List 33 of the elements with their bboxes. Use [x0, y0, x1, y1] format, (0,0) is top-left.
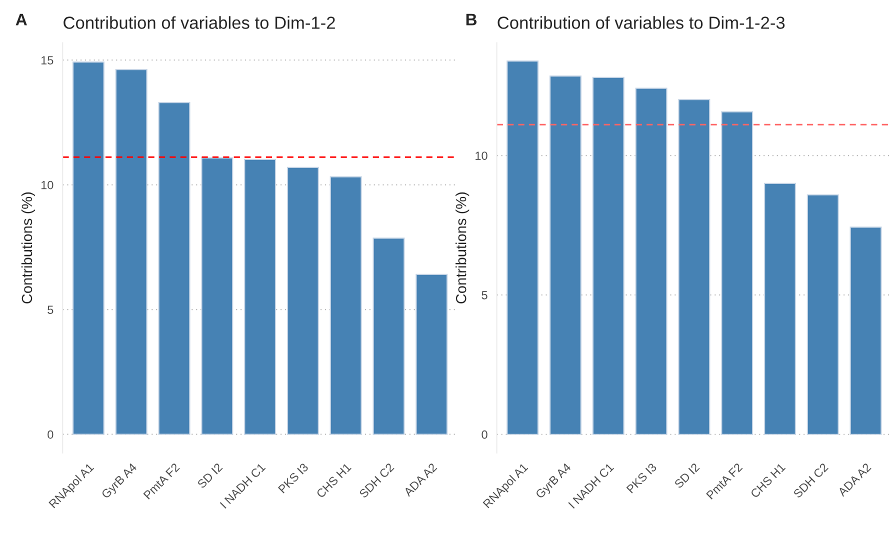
bar — [372, 238, 405, 435]
bar — [506, 60, 539, 435]
y-tick-label: 15 — [41, 56, 54, 64]
bar — [635, 88, 668, 435]
bar — [549, 76, 582, 435]
y-axis-title: Contributions (%) — [21, 192, 35, 304]
y-axis-title: Contributions (%) — [456, 192, 470, 304]
bar — [201, 157, 234, 435]
y-tick-label: 0 — [482, 430, 488, 439]
chart-title: Contribution of variables to Dim-1-2 — [64, 16, 335, 29]
y-tick-label: 5 — [48, 306, 54, 314]
text: A — [16, 14, 27, 26]
y-tick-label: 5 — [482, 291, 488, 300]
y-tick-label: 10 — [41, 180, 54, 190]
bar — [158, 102, 190, 435]
bar — [764, 182, 796, 435]
x-tick-label: SD I2 — [674, 462, 700, 489]
text: B — [466, 14, 477, 26]
bar — [244, 158, 276, 435]
bar — [592, 76, 624, 435]
y-tick-label: 10 — [476, 152, 488, 160]
bar — [721, 111, 754, 435]
x-tick-label: SD I2 — [196, 462, 223, 489]
y-tick-label: 0 — [48, 430, 54, 439]
bar — [286, 166, 319, 435]
bar — [850, 226, 882, 435]
chart-title: Contribution of variables to Dim-1-2-3 — [498, 16, 785, 29]
bar — [115, 69, 148, 435]
bar — [72, 62, 104, 435]
bar — [806, 194, 839, 435]
bar — [416, 274, 448, 435]
bar — [678, 98, 710, 435]
bar — [330, 176, 362, 435]
